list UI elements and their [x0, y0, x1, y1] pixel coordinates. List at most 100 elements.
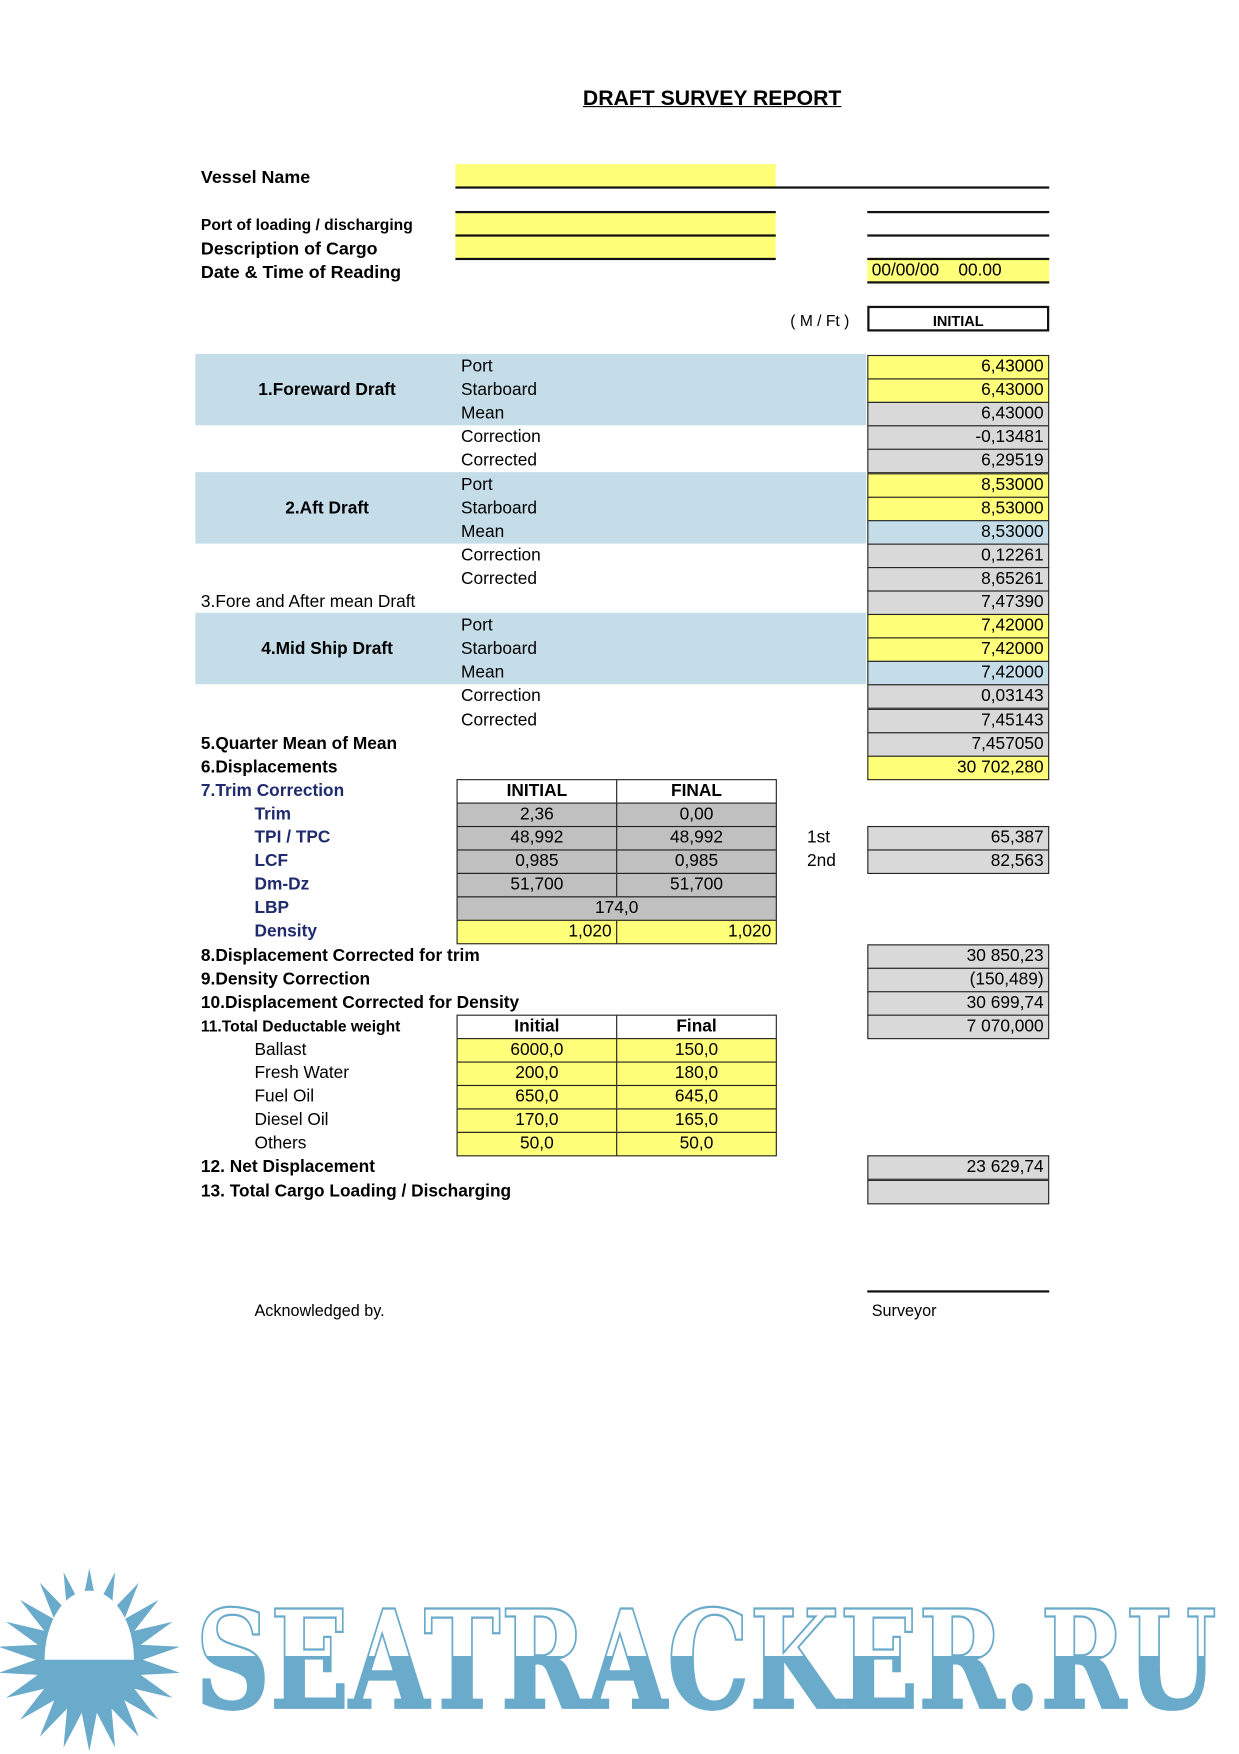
seatracker-logo: SEATRACKER.RU: [0, 1568, 1218, 1752]
deductible-label: Fresh Water: [254, 1063, 350, 1083]
trim-column-header: INITIAL: [456, 778, 618, 804]
deductible-column-header: Final: [616, 1014, 777, 1039]
deductible-initial-input[interactable]: 200,0: [456, 1061, 618, 1087]
draft-value-cell[interactable]: 7,42000: [867, 637, 1050, 663]
deductible-final-input[interactable]: 645,0: [616, 1085, 777, 1110]
row-label: Starboard: [460, 639, 537, 659]
trim-final-cell: 0,985: [616, 849, 777, 875]
deductible-final-input[interactable]: 180,0: [616, 1061, 777, 1087]
row-label: Corrected: [460, 710, 537, 730]
logo-text: SEATRACKER.RU: [195, 1581, 1216, 1741]
row-label: Port: [460, 474, 493, 494]
section-label: 1.Foreward Draft: [258, 380, 396, 400]
result-value-cell: 7 070,000: [867, 1014, 1050, 1039]
draft-value-cell[interactable]: 8,53000: [867, 472, 1050, 498]
section-label: 3.Fore and After mean Draft: [200, 592, 416, 612]
trim-final-cell: 51,700: [616, 873, 777, 898]
draft-value-cell: 0,12261: [867, 543, 1050, 568]
density-initial-input[interactable]: 1,020: [456, 920, 618, 945]
draft-value-cell: 7,42000: [867, 661, 1050, 686]
trim-row-label: TPI / TPC: [254, 828, 331, 848]
result-value-cell: 30 699,74: [867, 990, 1050, 1016]
lbp-cell: 174,0: [456, 896, 777, 922]
trim-column-header: FINAL: [616, 778, 777, 804]
trim-initial-cell: 2,36: [456, 802, 618, 827]
divider: [455, 234, 776, 237]
deductible-final-input[interactable]: 50,0: [616, 1132, 777, 1157]
row-label: Mean: [460, 404, 505, 424]
section-label: 2.Aft Draft: [285, 498, 369, 518]
trim-initial-cell: 48,992: [456, 825, 618, 851]
trim-row-label: Trim: [254, 804, 292, 824]
sun-icon: [0, 1568, 180, 1752]
section-label: 6.Displacements: [200, 757, 338, 777]
trim-correction-title: 7.Trim Correction: [200, 781, 345, 801]
deductible-initial-input[interactable]: 50,0: [456, 1132, 618, 1157]
vessel-name-input[interactable]: [455, 164, 776, 188]
trim-initial-cell: 0,985: [456, 849, 618, 875]
result-value-cell: (150,489): [867, 967, 1050, 992]
cargo-label: Description of Cargo: [200, 239, 378, 259]
deductible-label: Fuel Oil: [254, 1087, 315, 1107]
result-label: 9.Density Correction: [200, 969, 371, 989]
deductible-initial-input[interactable]: 170,0: [456, 1108, 618, 1134]
trim-initial-cell: 51,700: [456, 873, 618, 898]
row-label: Mean: [460, 522, 505, 542]
total-cargo-label: 13. Total Cargo Loading / Discharging: [200, 1181, 512, 1201]
date-label: Date & Time of Reading: [200, 263, 402, 283]
port-input[interactable]: [455, 212, 776, 236]
draft-value-cell: 0,03143: [867, 684, 1050, 710]
row-label: Mean: [460, 663, 505, 683]
trim-row-label: Dm-Dz: [254, 875, 310, 895]
cargo-input[interactable]: [455, 235, 776, 259]
deductible-final-input[interactable]: 150,0: [616, 1037, 777, 1063]
density-final-input[interactable]: 1,020: [616, 920, 777, 945]
row-label: Starboard: [460, 380, 537, 400]
deductible-initial-input[interactable]: 650,0: [456, 1085, 618, 1110]
draft-value-cell[interactable]: 6,43000: [867, 378, 1050, 404]
divider: [867, 234, 1050, 237]
draft-value-cell[interactable]: 7,42000: [867, 614, 1050, 639]
draft-value-cell: -0,13481: [867, 425, 1050, 451]
divider: [867, 210, 1050, 214]
draft-value-cell[interactable]: 8,53000: [867, 496, 1050, 521]
result-value-cell: 30 850,23: [867, 943, 1050, 969]
result-label: 11.Total Deductable weight: [200, 1016, 401, 1035]
draft-value-cell: 7,47390: [867, 590, 1050, 616]
deductible-final-input[interactable]: 165,0: [616, 1108, 777, 1134]
deductible-label: Diesel Oil: [254, 1110, 329, 1130]
row-label: Starboard: [460, 498, 537, 518]
row-label: Correction: [460, 686, 541, 706]
moment-value-cell: 65,387: [867, 825, 1050, 851]
draft-value-cell: 8,65261: [867, 566, 1050, 592]
deductible-label: Ballast: [254, 1040, 307, 1060]
moment-label: 2nd: [807, 851, 836, 871]
moment-label: 1st: [807, 828, 831, 848]
surveyor-label: Surveyor: [871, 1302, 937, 1321]
section-band: [195, 612, 867, 685]
draft-value-cell[interactable]: 30 702,280: [867, 755, 1050, 780]
draft-value-cell: 8,53000: [867, 519, 1050, 545]
date-time-input[interactable]: 00/00/00 00.00: [867, 257, 1050, 284]
row-label: Correction: [460, 427, 541, 447]
row-label: Port: [460, 357, 493, 377]
signature-line: [867, 1290, 1050, 1293]
draft-value-cell: 7,457050: [867, 731, 1050, 757]
trim-row-label: LCF: [254, 851, 289, 871]
row-label: Port: [460, 616, 493, 636]
page-title: DRAFT SURVEY REPORT: [582, 87, 842, 111]
unit-label: ( M / Ft ): [790, 311, 850, 330]
section-band: [195, 471, 867, 544]
density-label: Density: [254, 922, 318, 942]
moment-value-cell: 82,563: [867, 849, 1050, 875]
trim-final-cell: 48,992: [616, 825, 777, 851]
deductible-label: Others: [254, 1134, 307, 1154]
draft-value-cell[interactable]: 6,43000: [867, 354, 1050, 380]
deductible-initial-input[interactable]: 6000,0: [456, 1037, 618, 1063]
section-band: [195, 353, 867, 426]
deductible-column-header: Initial: [456, 1014, 618, 1039]
vessel-name-label: Vessel Name: [200, 168, 311, 188]
lbp-label: LBP: [254, 898, 290, 918]
result-label: 10.Displacement Corrected for Density: [200, 993, 520, 1013]
